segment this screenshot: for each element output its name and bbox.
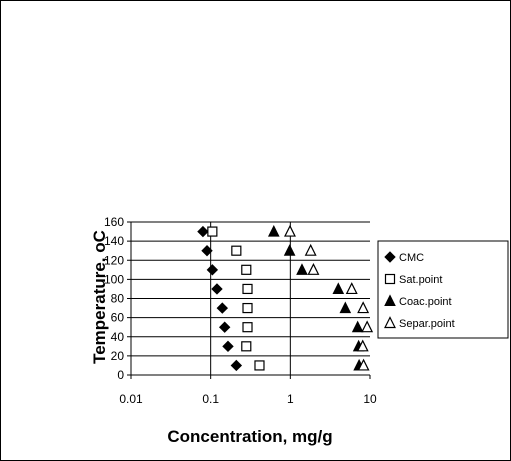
legend-box [377,240,509,339]
legend-label: Separ.point [399,318,455,330]
data-point [241,341,252,352]
x-axis-title: Concentration, mg/g [167,427,332,446]
y-tick-label: 140 [104,234,124,248]
data-point [222,340,234,353]
data-point [218,321,231,333]
x-tick-label: 0.01 [119,392,143,406]
y-tick-label: 80 [111,292,125,306]
data-point [345,282,358,295]
data-point [230,359,243,372]
data-point [361,320,374,333]
data-point [332,282,345,294]
y-tick-label: 120 [104,253,124,267]
data-point [207,226,218,237]
legend-marker [384,316,396,329]
series-separ-point [284,224,374,371]
gridlines [131,221,370,375]
data-point [206,264,219,276]
series-cmc [197,225,243,372]
series-sat-point [207,226,265,371]
data-point [201,244,213,257]
legend: CMC Sat.point Coac.point Separ.point [377,240,509,339]
data-point [197,225,209,238]
data-point [356,339,369,352]
x-tick-label: 1 [287,392,294,406]
data-point [283,244,296,256]
data-point [351,320,364,333]
data-point [357,301,370,314]
data-point [304,243,317,256]
data-point [284,224,296,237]
y-tick-label: 20 [111,349,125,363]
data-point [231,245,242,256]
data-point [211,283,223,295]
data-point [242,283,253,295]
y-tick-label: 0 [117,368,124,382]
data-point [339,301,352,314]
axes [127,221,371,379]
data-point [267,224,280,237]
legend-label: Coac.point [399,296,452,308]
legend-marker [384,251,396,263]
data-point [307,262,320,275]
tick-labels: 0 20 40 60 80 100 120 140 160 0.01 0.1 1 10 [104,215,377,406]
data-point [296,263,308,275]
x-tick-label: 0.1 [202,392,219,406]
data-point [254,360,265,371]
data-point [242,322,253,333]
y-tick-label: 60 [111,311,125,325]
legend-marker [384,294,396,306]
x-tick-label: 10 [363,392,377,406]
data-point [357,358,370,371]
data-point [242,302,253,314]
legend-label: Sat.point [399,274,442,286]
data-point [216,302,229,314]
y-axis-title: Temperature, oC [90,230,109,364]
y-tick-label: 40 [111,330,125,344]
legend-label: CMC [399,252,424,264]
data-points [197,224,374,372]
y-tick-label: 160 [104,215,124,229]
legend-marker [384,273,396,285]
data-point [241,264,252,275]
y-tick-label: 100 [104,272,124,286]
